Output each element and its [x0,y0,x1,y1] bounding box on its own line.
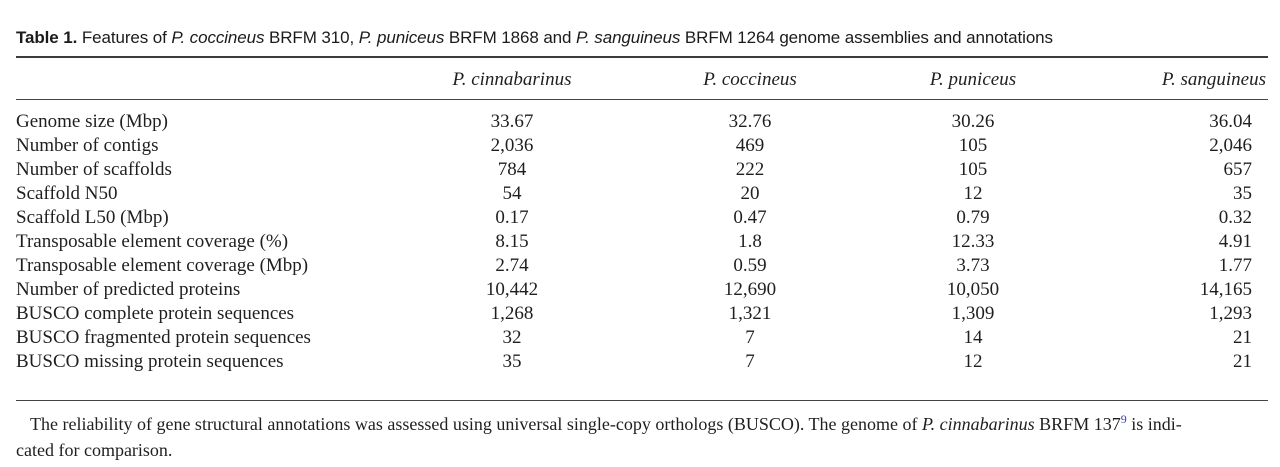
row-label: Transposable element coverage (Mbp) [16,255,309,276]
citation-reference-9[interactable]: 9 [1120,412,1127,426]
cell-value: 32.76 [728,111,772,132]
cell-value: 33.67 [490,111,534,132]
cell-value: 0.47 [733,207,767,228]
cell-value: 1,293 [1209,303,1252,324]
table-row: Transposable element coverage (%) 8.15 1.8… [16,230,1268,254]
cell-value: 784 [497,159,527,180]
footnote-segment: is indi- [1126,414,1182,434]
footnote-segment: The reliability of gene structural annot… [30,414,922,434]
caption-segment: BRFM 310, [264,28,359,47]
table-caption-number: Table 1. [16,28,78,47]
table-caption: Table 1. Features of P. coccineus BRFM 3… [16,0,1268,56]
cell-value: 3.73 [956,255,990,276]
table-row: BUSCO fragmented protein sequences 32 7 14 2… [16,326,1268,350]
cell-value: 20 [740,183,760,204]
table-row: BUSCO complete protein sequences 1,268 1,3… [16,302,1268,326]
row-label: Scaffold L50 (Mbp) [16,207,169,228]
header-empty-cell [16,57,386,100]
cell-value: 1,309 [951,303,995,324]
cell-value: 0.79 [956,207,990,228]
cell-value: 35 [1233,183,1252,204]
column-header-sanguineus: P. sanguineus [1084,57,1268,100]
cell-value: 12.33 [951,231,995,252]
cell-value: 32 [502,327,522,348]
cell-value: 35 [502,351,522,372]
row-label: Scaffold N50 [16,183,118,204]
cell-value: 0.59 [733,255,767,276]
cell-value: 8.15 [495,231,529,252]
cell-value: 105 [958,159,988,180]
cell-value: 10,442 [485,279,539,300]
cell-value: 222 [735,159,765,180]
table-row: BUSCO missing protein sequences 35 7 12 21 [16,350,1268,401]
genome-features-table: P. cinnabarinus P. coccineus P. puniceus… [16,56,1268,401]
cell-value: 469 [735,135,765,156]
row-label: Genome size (Mbp) [16,111,168,132]
row-label: BUSCO missing protein sequences [16,351,284,372]
cell-value: 1,321 [728,303,772,324]
caption-segment: Features of [77,28,172,47]
row-label: BUSCO fragmented protein sequences [16,327,311,348]
species-name-sanguineus: P. sanguineus [576,28,681,47]
table-row: Number of contigs 2,036 469 105 2,046 [16,134,1268,158]
caption-segment: BRFM 1264 genome assemblies and annotati… [680,28,1053,47]
cell-value: 1.8 [738,231,762,252]
cell-value: 14,165 [1199,279,1252,300]
cell-value: 21 [1233,327,1252,348]
table-footnote: The reliability of gene structural annot… [16,411,1268,463]
row-label: Number of predicted proteins [16,279,241,300]
row-label: Transposable element coverage (%) [16,231,289,252]
cell-value: 7 [745,327,755,348]
cell-value: 2.74 [495,255,529,276]
table-row: Scaffold N50 54 20 12 35 [16,182,1268,206]
caption-segment: BRFM 1868 and [444,28,577,47]
cell-value: 12 [963,183,983,204]
column-header-cinnabarinus: P. cinnabarinus [386,57,638,100]
cell-value: 2,036 [490,135,534,156]
table-row: Genome size (Mbp) 33.67 32.76 30.26 36.04 [16,100,1268,135]
column-header-puniceus: P. puniceus [862,57,1084,100]
footnote-line-2: cated for comparison. [16,440,173,460]
header-row: P. cinnabarinus P. coccineus P. puniceus… [16,57,1268,100]
row-label: BUSCO complete protein sequences [16,303,295,324]
cell-value: 4.91 [1218,231,1252,252]
cell-value: 30.26 [951,111,995,132]
species-name-coccineus: P. coccineus [171,28,265,47]
cell-value: 54 [502,183,522,204]
cell-value: 105 [958,135,988,156]
cell-value: 36.04 [1209,111,1252,132]
table-row: Number of scaffolds 784 222 105 657 [16,158,1268,182]
cell-value: 7 [745,351,755,372]
footnote-line-1: The reliability of gene structural annot… [16,411,1268,437]
cell-value: 0.17 [495,207,529,228]
cell-value: 14 [963,327,983,348]
cell-value: 1.77 [1218,255,1252,276]
cell-value: 1,268 [490,303,534,324]
table-row: Number of predicted proteins 10,442 12,690… [16,278,1268,302]
column-header-coccineus: P. coccineus [638,57,862,100]
footnote-segment: BRFM 137 [1034,414,1121,434]
row-label: Number of scaffolds [16,159,172,180]
species-name-puniceus: P. puniceus [358,28,445,47]
cell-value: 2,046 [1209,135,1252,156]
cell-value: 0.32 [1218,207,1252,228]
cell-value: 657 [1223,159,1253,180]
table-row: Scaffold L50 (Mbp) 0.17 0.47 0.79 0.32 [16,206,1268,230]
table-row: Transposable element coverage (Mbp) 2.74 0… [16,254,1268,278]
cell-value: 12,690 [723,279,777,300]
species-name-cinnabarinus: P. cinnabarinus [921,414,1035,434]
row-label: Number of contigs [16,135,159,156]
cell-value: 21 [1233,351,1252,372]
cell-value: 12 [963,351,983,372]
cell-value: 10,050 [946,279,1000,300]
